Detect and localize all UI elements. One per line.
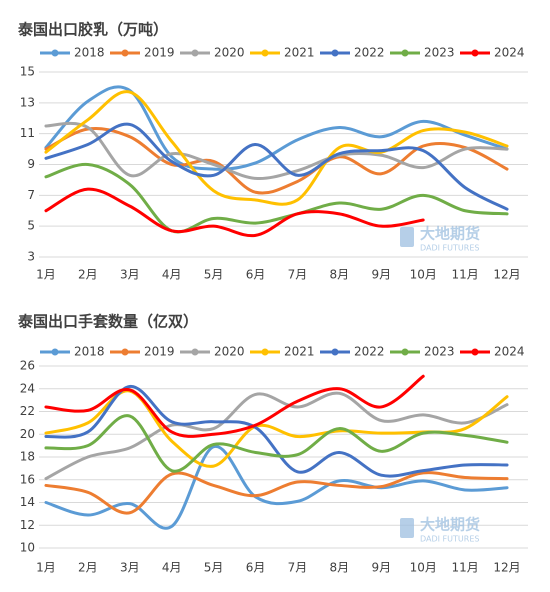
x-tick-label: 5月 (204, 561, 224, 575)
legend-label: 2020 (214, 345, 245, 359)
x-tick-label: 9月 (371, 561, 391, 575)
series-line (44, 374, 425, 438)
watermark-text: DADI FUTURES (420, 244, 479, 253)
x-tick-label: 8月 (330, 561, 350, 575)
x-tick-label: 12月 (493, 268, 520, 282)
y-tick-label: 10 (20, 541, 35, 555)
x-tick-label: 3月 (120, 561, 140, 575)
series-line (44, 122, 509, 211)
x-tick-label: 1月 (36, 268, 56, 282)
series-line (44, 127, 509, 195)
x-tick-label: 6月 (246, 561, 266, 575)
y-tick-label: 13 (20, 95, 35, 109)
series-line (44, 471, 509, 515)
legend-marker (191, 348, 199, 356)
legend-label: 2022 (354, 345, 385, 359)
x-tick-label: 3月 (120, 268, 140, 282)
series-line (44, 90, 509, 206)
watermark-logo (400, 518, 414, 538)
legend-label: 2022 (354, 46, 385, 60)
legend-label: 2019 (144, 46, 175, 60)
y-tick-label: 24 (20, 381, 35, 395)
legend-label: 2021 (284, 345, 315, 359)
x-tick-label: 12月 (493, 561, 520, 575)
x-tick-label: 11月 (451, 268, 478, 282)
series-line (44, 187, 425, 238)
legend-marker (471, 49, 479, 57)
legend-marker (331, 348, 339, 356)
legend-marker (331, 49, 339, 57)
legend-marker (401, 348, 409, 356)
legend-marker (261, 348, 269, 356)
series-line (44, 414, 509, 473)
legend-label: 2020 (214, 46, 245, 60)
x-tick-label: 9月 (371, 268, 391, 282)
chart-title: 泰国出口胶乳（万吨） (17, 21, 168, 39)
x-tick-label: 5月 (204, 268, 224, 282)
legend-label: 2023 (424, 345, 455, 359)
legend-marker (191, 49, 199, 57)
series-line (44, 445, 509, 530)
legend-label: 2019 (144, 345, 175, 359)
x-tick-label: 7月 (288, 268, 308, 282)
x-tick-label: 2月 (78, 561, 98, 575)
watermark-logo (400, 227, 414, 247)
y-tick-label: 26 (20, 359, 35, 373)
y-tick-label: 18 (20, 450, 35, 464)
x-tick-label: 1月 (36, 561, 56, 575)
x-tick-label: 6月 (246, 268, 266, 282)
x-tick-label: 10月 (410, 561, 437, 575)
x-tick-label: 4月 (162, 561, 182, 575)
x-tick-label: 2月 (78, 268, 98, 282)
x-tick-label: 4月 (162, 268, 182, 282)
y-tick-label: 14 (20, 495, 35, 509)
y-tick-label: 5 (27, 219, 35, 233)
legend-marker (471, 348, 479, 356)
legend-label: 2023 (424, 46, 455, 60)
legend-marker (51, 49, 59, 57)
legend-label: 2024 (494, 345, 525, 359)
y-tick-label: 12 (20, 518, 35, 532)
legend-label: 2021 (284, 46, 315, 60)
y-tick-label: 11 (20, 126, 35, 140)
series-line (44, 121, 509, 181)
legend-label: 2024 (494, 46, 525, 60)
y-tick-label: 3 (27, 250, 35, 264)
legend-label: 2018 (74, 46, 105, 60)
legend-marker (261, 49, 269, 57)
y-tick-label: 15 (20, 65, 35, 79)
legend-marker (121, 49, 129, 57)
series-line (44, 391, 509, 481)
legend-marker (121, 348, 129, 356)
legend-label: 2018 (74, 345, 105, 359)
chart-title: 泰国出口手套数量（亿双） (17, 313, 198, 331)
watermark-text: 大地期货 (420, 516, 480, 534)
x-tick-label: 7月 (288, 561, 308, 575)
y-tick-label: 16 (20, 472, 35, 486)
y-tick-label: 7 (27, 188, 35, 202)
y-tick-label: 22 (20, 404, 35, 418)
series-line (44, 162, 509, 234)
x-tick-label: 8月 (330, 268, 350, 282)
x-tick-label: 10月 (410, 268, 437, 282)
legend-marker (401, 49, 409, 57)
legend-marker (51, 348, 59, 356)
y-tick-label: 20 (20, 427, 35, 441)
watermark-text: DADI FUTURES (420, 535, 479, 544)
x-tick-label: 11月 (451, 561, 478, 575)
y-tick-label: 9 (27, 157, 35, 171)
watermark-text: 大地期货 (420, 225, 480, 243)
